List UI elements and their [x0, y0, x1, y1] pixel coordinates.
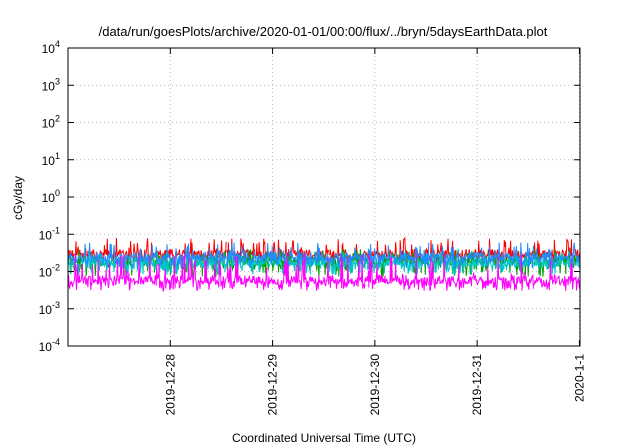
y-tick-label: 10-4	[39, 337, 60, 354]
y-tick-label: 10-2	[39, 263, 60, 280]
y-tick-label: 10-1	[39, 225, 60, 242]
y-tick-exponent: 2	[55, 114, 60, 124]
axis-ticks: 10-410-310-210-11001011021031042019-12-2…	[39, 39, 587, 415]
y-tick-base: 10	[39, 303, 53, 317]
x-tick-label: 2019-12-31	[470, 354, 484, 416]
y-tick-exponent: -1	[52, 225, 60, 235]
y-tick-label: 101	[42, 151, 60, 168]
grid	[68, 48, 580, 346]
series-line	[67, 253, 581, 292]
y-tick-base: 10	[42, 154, 56, 168]
y-tick-base: 10	[39, 266, 53, 280]
y-tick-exponent: -2	[52, 263, 60, 273]
y-tick-label: 104	[42, 39, 60, 56]
y-tick-label: 102	[42, 114, 60, 131]
y-tick-base: 10	[39, 228, 53, 242]
y-tick-base: 10	[42, 117, 56, 131]
y-tick-exponent: -4	[52, 337, 60, 347]
y-tick-exponent: 4	[55, 39, 60, 49]
x-tick-label: 2019-12-28	[163, 354, 177, 416]
series-layer	[67, 236, 581, 292]
x-axis-label: Coordinated Universal Time (UTC)	[232, 431, 416, 445]
y-tick-exponent: 3	[55, 76, 60, 86]
y-tick-label: 100	[42, 188, 60, 205]
y-tick-label: 103	[42, 76, 60, 93]
y-tick-base: 10	[42, 42, 56, 56]
y-tick-exponent: 1	[55, 151, 60, 161]
y-tick-base: 10	[39, 340, 53, 354]
y-axis-label: cGy/day	[11, 176, 25, 220]
chart-title: /data/run/goesPlots/archive/2020-01-01/0…	[99, 24, 548, 39]
x-tick-label: 2019-12-30	[368, 354, 382, 416]
y-tick-exponent: 0	[55, 188, 60, 198]
series-line	[67, 242, 581, 270]
y-tick-base: 10	[42, 191, 56, 205]
x-tick-label: 2019-12-29	[266, 354, 280, 416]
y-tick-base: 10	[42, 79, 56, 93]
x-tick-label: 2020-1-1	[572, 354, 586, 402]
y-tick-exponent: -3	[52, 300, 60, 310]
y-tick-label: 10-3	[39, 300, 60, 317]
